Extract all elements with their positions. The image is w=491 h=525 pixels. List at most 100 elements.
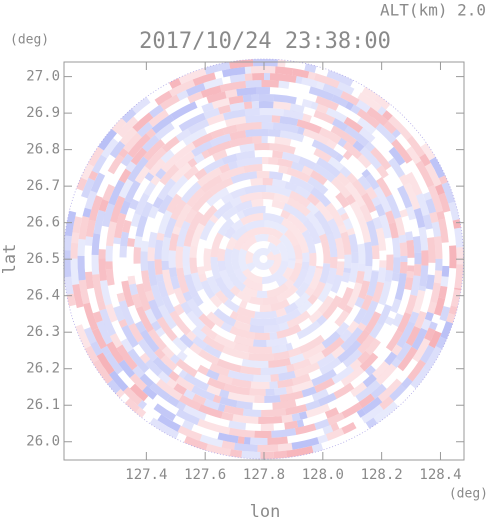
echo-cell xyxy=(191,189,214,213)
echo-cell xyxy=(428,321,438,331)
echo-cell xyxy=(268,157,279,165)
echo-cell xyxy=(288,262,303,283)
echo-cell xyxy=(438,285,448,299)
echo-cell xyxy=(218,163,231,174)
echo-cell xyxy=(118,300,135,327)
echo-cell xyxy=(362,396,383,415)
echo-cell xyxy=(71,232,80,244)
echo-cell xyxy=(198,205,218,227)
echo-cell xyxy=(191,326,207,341)
echo-cell xyxy=(371,196,382,207)
echo-cell xyxy=(277,59,286,68)
echo-cell xyxy=(363,269,372,282)
echo-cell xyxy=(336,172,351,187)
echo-cell xyxy=(167,175,189,199)
echo-cell xyxy=(229,130,247,141)
echo-cell xyxy=(348,233,359,253)
echo-cell xyxy=(180,301,193,315)
echo-cell xyxy=(194,168,208,181)
echo-cell xyxy=(438,218,449,243)
echo-cell xyxy=(337,137,347,148)
echo-cell xyxy=(64,210,77,237)
echo-cell xyxy=(434,184,445,196)
echo-cell xyxy=(322,83,344,98)
echo-cell xyxy=(109,140,126,159)
echo-cell xyxy=(342,217,354,231)
echo-cell xyxy=(163,426,180,439)
echo-cell xyxy=(286,363,295,373)
echo-cell xyxy=(250,437,268,446)
echo-cell xyxy=(341,272,351,283)
echo-cell xyxy=(286,310,311,329)
echo-cell xyxy=(161,236,171,262)
echo-cell xyxy=(252,248,272,259)
echo-cell xyxy=(309,170,328,186)
echo-cell xyxy=(147,261,158,287)
echo-cell xyxy=(211,97,230,109)
echo-cell xyxy=(269,381,279,389)
echo-cell xyxy=(236,210,246,220)
echo-cell xyxy=(77,238,86,256)
echo-cell xyxy=(145,358,163,377)
echo-cell xyxy=(288,258,296,261)
echo-cell xyxy=(439,306,451,322)
echo-cell xyxy=(357,243,366,265)
echo-cell xyxy=(260,451,274,460)
echo-cell xyxy=(319,233,328,243)
echo-cell xyxy=(427,301,437,314)
echo-cell xyxy=(407,265,415,272)
echo-cell xyxy=(213,201,234,220)
echo-cell xyxy=(294,423,317,435)
echo-cell xyxy=(405,326,421,347)
echo-cell xyxy=(261,192,275,200)
echo-cell xyxy=(120,153,134,167)
echo-cell xyxy=(371,269,379,272)
echo-cell xyxy=(218,104,231,115)
echo-cell xyxy=(272,122,299,134)
echo-cell xyxy=(278,80,290,89)
echo-cell xyxy=(330,125,357,146)
echo-cell xyxy=(293,361,321,378)
echo-cell xyxy=(331,365,355,384)
echo-cell xyxy=(151,114,175,134)
echo-cell xyxy=(358,280,371,300)
echo-cell xyxy=(236,290,252,303)
echo-cell xyxy=(311,368,337,387)
echo-cell xyxy=(292,68,310,79)
echo-cell xyxy=(155,327,166,338)
echo-cell xyxy=(405,171,423,196)
echo-cell xyxy=(285,342,294,351)
echo-cell xyxy=(278,370,296,381)
echo-cell xyxy=(223,226,236,240)
echo-cell xyxy=(275,66,294,76)
echo-cell xyxy=(139,373,155,388)
echo-cell xyxy=(359,203,373,223)
echo-cell xyxy=(391,237,401,258)
echo-cell xyxy=(244,73,253,81)
echo-cell xyxy=(172,225,182,236)
echo-cell xyxy=(227,391,255,403)
echo-field xyxy=(63,58,464,460)
echo-cell xyxy=(376,176,393,198)
echo-cell xyxy=(314,377,335,393)
echo-cell xyxy=(282,203,308,224)
echo-cell xyxy=(271,115,281,123)
echo-cell xyxy=(231,224,248,241)
echo-cell xyxy=(114,212,127,239)
y-tick-label: 26.8 xyxy=(26,142,60,158)
echo-cell xyxy=(308,267,323,291)
echo-cell xyxy=(156,316,178,342)
echo-cell xyxy=(196,167,223,187)
y-axis-label: lat xyxy=(0,244,20,275)
echo-cell xyxy=(80,163,95,181)
echo-cell xyxy=(337,81,355,95)
echo-cell xyxy=(289,103,305,114)
echo-cell xyxy=(203,398,220,411)
echo-cell xyxy=(135,407,147,418)
echo-cell xyxy=(229,136,253,148)
echo-cell xyxy=(296,419,305,428)
echo-cell xyxy=(403,182,421,211)
echo-cell xyxy=(275,275,288,287)
echo-cell xyxy=(269,331,278,340)
echo-cell xyxy=(209,294,223,308)
